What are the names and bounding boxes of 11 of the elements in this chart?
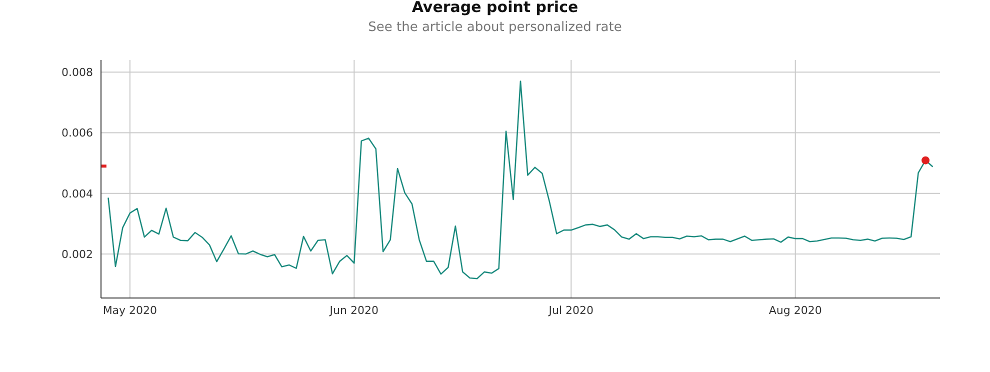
x-tick-label: Jun 2020 (328, 304, 378, 317)
y-tick-label: 0.008 (62, 66, 93, 80)
x-tick-label: May 2020 (102, 304, 158, 317)
x-tick-label: Aug 2020 (768, 304, 822, 317)
chart-subtitle: See the article about personalized rate (367, 20, 623, 35)
x-tick-label: Jul 2020 (548, 304, 594, 317)
y-tick-label: 0.006 (62, 126, 93, 140)
line-series (108, 80, 934, 280)
y-tick-label: 0.002 (62, 248, 93, 261)
chart-title: Average point price (410, 0, 580, 16)
y-tick-label: 0.004 (62, 187, 93, 200)
